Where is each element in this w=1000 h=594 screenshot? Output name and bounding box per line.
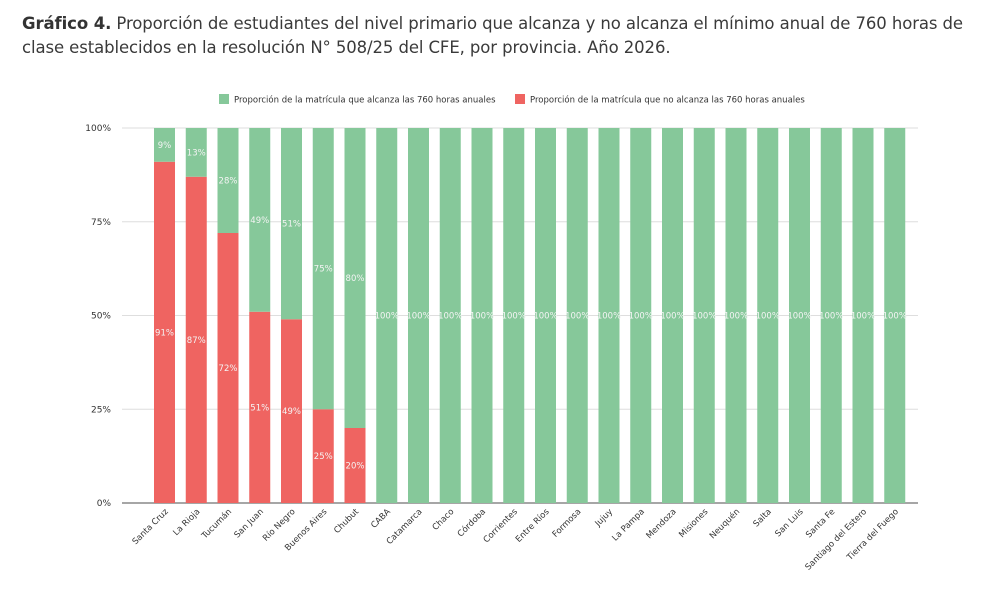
x-tick-label: Entre Ríos — [514, 507, 552, 545]
legend-label: Proporción de la matrícula que no alcanz… — [530, 95, 805, 106]
bar-segment — [820, 128, 842, 503]
data-label: 49% — [250, 216, 269, 226]
bar-segment — [249, 311, 271, 503]
data-label: 80% — [346, 274, 365, 284]
x-tick-label: CABA — [369, 507, 393, 531]
x-tick-label: Chubut — [332, 507, 361, 536]
data-label: 20% — [346, 462, 365, 472]
data-label: 100% — [438, 312, 462, 322]
bar-segment — [281, 319, 302, 503]
data-label: 100% — [787, 312, 811, 322]
x-tick-label: Jujuy — [593, 507, 615, 529]
data-label: 28% — [219, 177, 238, 187]
y-tick-label: 0% — [97, 499, 112, 509]
bar-segment — [344, 128, 366, 428]
data-labels: 91% 9% 87% 13% 72% 28% 51% 49% 49% 51% 25% 75% 20% 80… — [155, 141, 907, 472]
bar-segment — [662, 128, 683, 503]
bar-segment — [312, 409, 334, 503]
bars — [154, 128, 906, 503]
data-label: 100% — [406, 312, 430, 322]
y-tick-label: 100% — [85, 124, 111, 134]
data-label: 100% — [375, 312, 399, 322]
data-label: 100% — [533, 312, 557, 322]
x-tick-label: Santiago del Estero — [804, 507, 870, 573]
data-label: 100% — [851, 312, 875, 322]
chart-title-text: Proporción de estudiantes del nivel prim… — [22, 14, 963, 57]
bar-segment — [598, 128, 620, 503]
bar-segment — [249, 128, 271, 312]
y-tick-label: 50% — [91, 312, 111, 322]
bar-segment — [535, 128, 556, 503]
chart-title-prefix: Gráfico 4. — [22, 14, 112, 33]
bar-segment — [344, 428, 366, 503]
x-tick-label: Tucumán — [199, 507, 234, 542]
bar-segment — [408, 128, 429, 503]
data-label: 87% — [187, 336, 206, 346]
bar-segment — [693, 128, 715, 503]
x-tick-label: Santa Cruz — [131, 507, 171, 547]
x-tick-label: Chaco — [431, 507, 457, 533]
data-label: 100% — [756, 312, 780, 322]
x-tick-label: Formosa — [551, 507, 584, 540]
data-label: 100% — [629, 312, 653, 322]
x-tick-label: La Pampa — [610, 507, 646, 543]
legend: Proporción de la matrícula que alcanza l… — [219, 94, 805, 106]
data-label: 100% — [692, 312, 716, 322]
y-axis: 0% 25% 50% 75% 100% — [85, 124, 111, 509]
data-label: 100% — [819, 312, 843, 322]
data-label: 91% — [155, 328, 174, 338]
data-label: 100% — [502, 312, 526, 322]
data-label: 100% — [660, 312, 684, 322]
data-label: 25% — [314, 452, 333, 462]
data-label: 9% — [158, 141, 172, 151]
bar-segment — [185, 128, 207, 177]
bar-segment — [154, 161, 175, 503]
data-label: 51% — [282, 220, 301, 230]
bar-segment — [852, 128, 874, 503]
y-tick-label: 25% — [91, 405, 111, 415]
bar-segment — [217, 128, 239, 233]
data-label: 100% — [597, 312, 621, 322]
bar-segment — [154, 128, 175, 162]
bar-segment — [566, 128, 588, 503]
data-label: 100% — [565, 312, 589, 322]
x-tick-label: La Rioja — [171, 507, 202, 538]
data-label: 13% — [187, 148, 206, 158]
x-tick-label: Misiones — [677, 507, 710, 540]
bar-segment — [884, 128, 906, 503]
x-tick-label: San Luis — [773, 507, 806, 540]
bar-segment — [789, 128, 810, 503]
bar-segment — [376, 128, 398, 503]
bar-segment — [217, 233, 239, 503]
data-label: 49% — [282, 407, 301, 417]
bar-segment — [471, 128, 493, 503]
legend-swatch — [219, 94, 229, 104]
bar-segment — [757, 128, 779, 503]
bar-segment — [439, 128, 461, 503]
legend-swatch — [515, 94, 525, 104]
bar-segment — [281, 128, 302, 320]
chart-title: Gráfico 4. Proporción de estudiantes del… — [22, 12, 992, 60]
bar-segment — [630, 128, 652, 503]
data-label: 72% — [219, 364, 238, 374]
bar-segment — [725, 128, 747, 503]
x-tick-label: Salta — [752, 507, 774, 529]
x-tick-label: Santa Fe — [804, 507, 837, 540]
x-tick-label: Mendoza — [645, 507, 679, 541]
data-label: 100% — [724, 312, 748, 322]
data-label: 75% — [314, 265, 333, 275]
data-label: 51% — [250, 403, 269, 413]
data-label: 100% — [470, 312, 494, 322]
legend-label: Proporción de la matrícula que alcanza l… — [234, 95, 496, 106]
bar-segment — [503, 128, 525, 503]
x-tick-label: Neuquén — [707, 506, 742, 541]
bar-segment — [185, 176, 207, 503]
x-tick-label: Córdoba — [455, 506, 488, 539]
data-label: 100% — [883, 312, 907, 322]
bar-segment — [312, 128, 334, 410]
y-tick-label: 75% — [91, 218, 111, 228]
